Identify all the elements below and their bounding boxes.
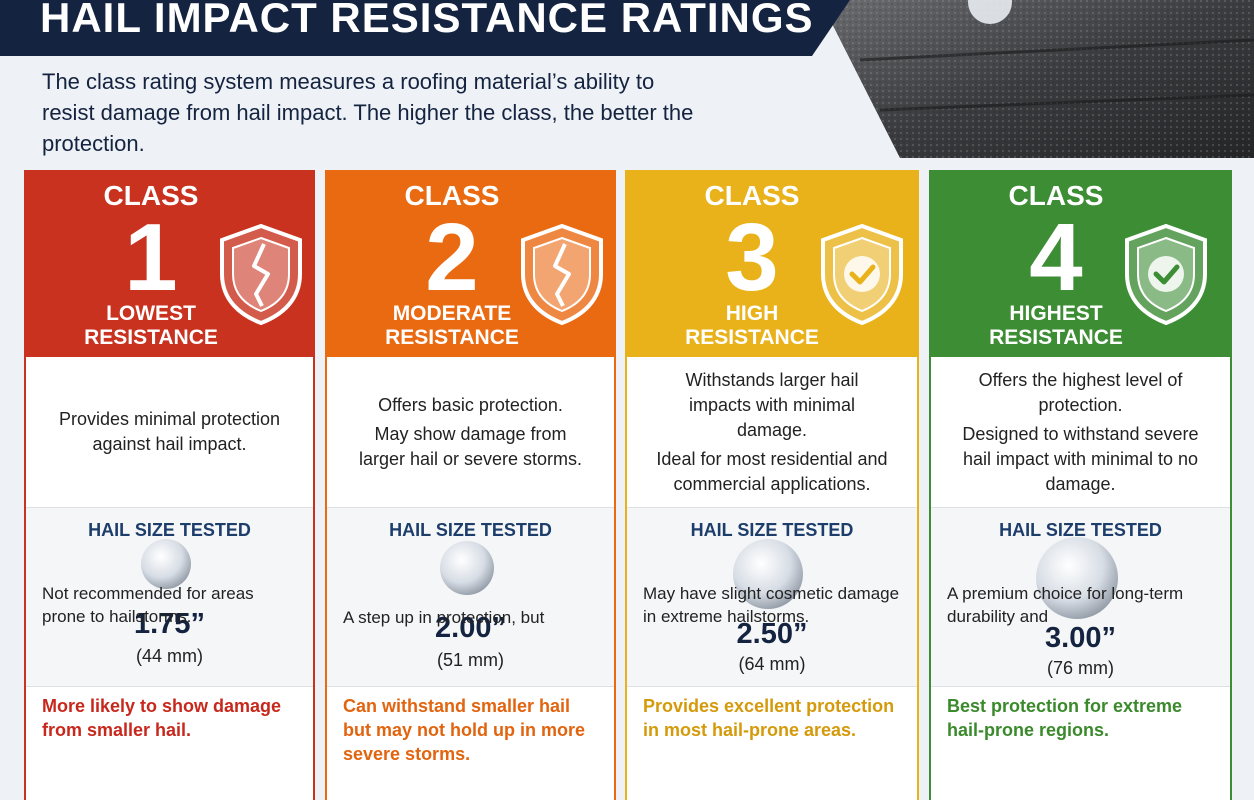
hail-size-mm: (51 mm) <box>437 650 504 670</box>
description-text: Ideal for most residential and commercia… <box>656 448 888 494</box>
class-label: CLASS <box>103 180 199 211</box>
title: HAIL IMPACT RESISTANCE RATINGS <box>40 0 814 41</box>
rating-card: CLASS 2 MODERATE RESISTANCE Offers basic pr… <box>325 170 616 800</box>
hailstone <box>1035 537 1118 619</box>
hail-section: HAIL SIZE TESTED 2.50” (64 mm) <box>627 508 917 687</box>
hail-size: 1.75” <box>134 608 205 640</box>
resistance-level: MODERATE RESISTANCE <box>385 302 519 349</box>
shield-icon <box>821 223 903 326</box>
rating-card: CLASS 1 LOWEST RESISTANCE Provides minimal … <box>24 170 315 800</box>
card-header: CLASS 1 LOWEST RESISTANCE <box>26 172 313 357</box>
class-label: CLASS <box>1008 180 1104 211</box>
banner-art <box>0 0 1254 158</box>
hail-size-mm: (64 mm) <box>738 654 806 674</box>
class-label: CLASS <box>404 180 500 211</box>
description-text: Offers the highest level of protection. <box>978 369 1183 415</box>
resistance-level: LOWEST RESISTANCE <box>84 302 218 349</box>
hail-size-mm: (76 mm) <box>1047 658 1114 678</box>
hail-size: 2.00” <box>435 612 506 644</box>
description-text: Withstands larger hail impacts with mini… <box>685 369 859 440</box>
rating-card: CLASS 4 HIGHEST RESISTANCE Offers the highe… <box>929 170 1232 800</box>
hailstone <box>439 541 494 595</box>
hailstone <box>140 539 191 589</box>
class-label: CLASS <box>704 180 800 211</box>
hail-label: HAIL SIZE TESTED <box>389 520 552 540</box>
hail-size: 2.50” <box>736 618 808 650</box>
hailstone <box>733 539 803 609</box>
note: A step up in protection, but <box>343 608 545 627</box>
description-text: May show damage from larger hail or seve… <box>358 423 583 469</box>
class-number: 2 <box>425 204 479 311</box>
hail-label: HAIL SIZE TESTED <box>690 520 854 540</box>
description-text: Provides minimal protection against hail… <box>58 409 281 454</box>
description: Withstands larger hail impacts with mini… <box>627 357 917 508</box>
hail-label: HAIL SIZE TESTED <box>88 520 251 540</box>
card-header: CLASS 2 MODERATE RESISTANCE <box>327 172 614 357</box>
description-text: Offers basic protection. <box>378 394 563 415</box>
hail-label: HAIL SIZE TESTED <box>999 520 1162 540</box>
card-header: CLASS 4 HIGHEST RESISTANCE <box>931 172 1230 357</box>
description: Provides minimal protection against hail… <box>26 357 313 508</box>
description: Offers the highest level of protection. D… <box>931 357 1230 508</box>
class-number: 3 <box>725 204 779 311</box>
shield-icon <box>220 223 302 326</box>
highlight: Best protection for extreme hail-prone r… <box>947 696 1183 740</box>
hail-section: HAIL SIZE TESTED 1.75” (44 mm) <box>26 508 313 687</box>
class-number: 4 <box>1029 204 1083 311</box>
resistance-level: HIGHEST RESISTANCE <box>989 302 1123 349</box>
description-text: Designed to withstand severe hail impact… <box>962 423 1199 494</box>
description: Offers basic protection. May show damage … <box>327 357 614 508</box>
hail-section: HAIL SIZE TESTED 2.00” (51 mm) <box>327 508 614 687</box>
resistance-level: HIGH RESISTANCE <box>685 302 819 349</box>
rating-card: CLASS 3 HIGH RESISTANCE Withstands larger h… <box>625 170 919 800</box>
highlight: More likely to show damage from smaller … <box>42 696 282 740</box>
class-number: 1 <box>124 204 178 311</box>
intro: The class rating system measures a roofi… <box>42 69 694 156</box>
card-header: CLASS 3 HIGH RESISTANCE <box>627 172 917 357</box>
hail-size-mm: (44 mm) <box>136 646 203 666</box>
hail-section: HAIL SIZE TESTED 3.00” (76 mm) <box>931 508 1230 687</box>
note: Not recommended for areas prone to hails… <box>42 584 254 626</box>
note: May have slight cosmetic damage in extre… <box>643 584 900 626</box>
hail-size: 3.00” <box>1045 622 1116 654</box>
highlight: Provides excellent protection in most ha… <box>643 696 895 740</box>
shield-icon <box>521 223 603 326</box>
shield-icon <box>1125 223 1207 326</box>
note: A premium choice for long-term durabilit… <box>947 584 1184 626</box>
highlight: Can withstand smaller hail but may not h… <box>343 696 585 764</box>
